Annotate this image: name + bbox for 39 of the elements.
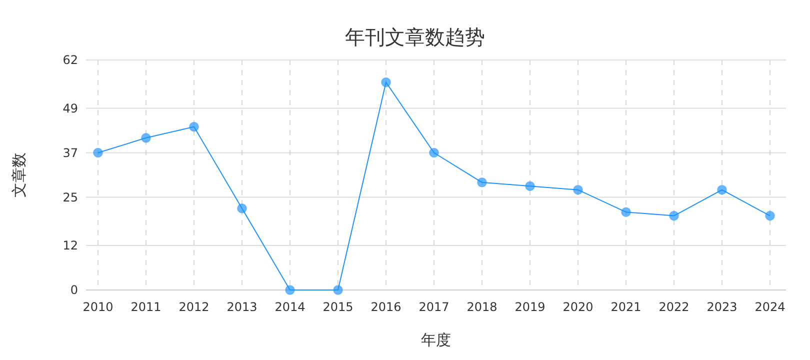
point [92, 148, 104, 158]
y-tick-label: 49 [62, 101, 78, 116]
point [524, 181, 536, 192]
x-tick-label: 2019 [514, 300, 546, 314]
point [284, 284, 296, 296]
point [188, 122, 200, 132]
x-tick-label: 2022 [658, 300, 690, 314]
x-tick-label: 2010 [82, 300, 114, 314]
chart-title: 年刊文章数趋势 [345, 25, 485, 49]
x-axis-title: 年度 [421, 331, 451, 349]
y-tick-label: 25 [62, 190, 78, 204]
x-tick-label: 2014 [274, 300, 306, 314]
x-tick-label: 2024 [754, 300, 786, 314]
x-tick-label: 2023 [706, 300, 738, 314]
point [380, 77, 392, 88]
x-tick-label: 2020 [562, 300, 594, 314]
y-tick-label: 0 [70, 283, 78, 298]
point [620, 207, 632, 218]
point [236, 203, 248, 214]
x-tick-label: 2013 [226, 300, 258, 314]
y-axis-title: 文章数 [10, 152, 28, 198]
y-tick-label: 62 [62, 53, 78, 68]
x-tick-label: 2012 [178, 300, 210, 314]
x-tick-label: 2011 [130, 300, 162, 314]
point [716, 184, 728, 195]
y-tick-label: 37 [62, 146, 78, 160]
point [428, 148, 440, 158]
x-tick-label: 2017 [418, 300, 450, 314]
x-tick-label: 2015 [322, 300, 354, 314]
y-tick-label: 12 [62, 238, 78, 253]
point [764, 210, 776, 221]
point [332, 284, 344, 296]
point [140, 132, 152, 143]
point [476, 177, 488, 188]
point [572, 184, 584, 195]
x-tick-label: 2018 [466, 300, 498, 314]
x-tick-label: 2021 [610, 300, 642, 314]
point [668, 210, 680, 221]
x-tick-label: 2016 [370, 300, 402, 314]
